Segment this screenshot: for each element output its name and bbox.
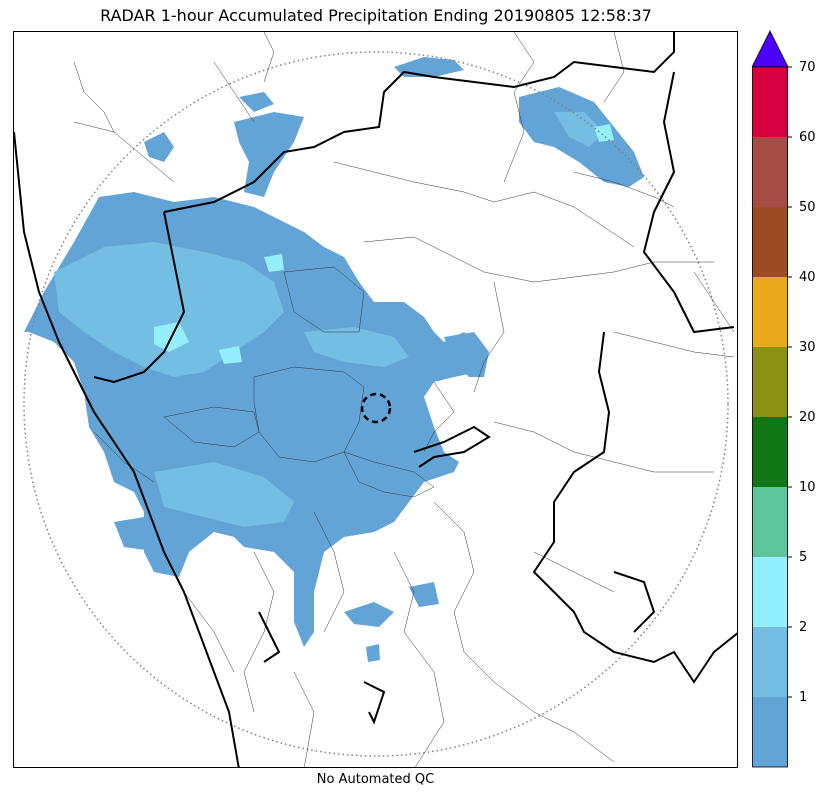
colorbar-bin	[752, 557, 788, 627]
colorbar-tick-label: 2	[799, 620, 808, 635]
boundary-north	[163, 32, 675, 213]
boundary-southeast	[532, 331, 737, 684]
colorbar-bin	[752, 347, 788, 417]
chart-title: RADAR 1-hour Accumulated Precipitation E…	[100, 6, 652, 25]
colorbar: 1 2 5 10 20 30 40 50 60 70	[752, 30, 816, 770]
precip-north-cell	[239, 92, 274, 112]
precip-south-cell-2	[409, 582, 439, 607]
precipitation-layer-medium	[54, 112, 604, 527]
boundary-east	[642, 71, 735, 334]
colorbar-bin	[752, 487, 788, 557]
precip-east-cell	[444, 332, 489, 377]
boundary-tn-inner	[613, 571, 656, 633]
colorbar-tick-label: 70	[799, 60, 816, 75]
radar-map-canvas	[14, 32, 737, 767]
precip-south-cell-1	[344, 602, 394, 627]
precipitation-layer-light	[24, 57, 644, 662]
precip-bright-cell-3	[264, 254, 284, 272]
radar-site-marker	[360, 392, 392, 424]
coastline-west	[14, 131, 240, 767]
precip-west-cell	[114, 517, 164, 552]
colorbar-extend-arrow	[752, 30, 789, 68]
boundary-south-2	[363, 681, 386, 725]
precip-nw-cell	[144, 132, 174, 162]
colorbar-bin	[752, 277, 788, 347]
colorbar-tick-label: 50	[799, 200, 816, 215]
colorbar-canvas	[752, 30, 792, 768]
precip-south-cell-3	[366, 644, 380, 662]
colorbar-bin	[752, 627, 788, 697]
precip-medium-west	[54, 242, 284, 377]
colorbar-tick-label: 60	[799, 130, 816, 145]
colorbar-bin	[752, 67, 788, 137]
colorbar-bin	[752, 697, 788, 767]
precip-bright-cell-4	[594, 124, 614, 142]
precip-top-cell	[394, 57, 464, 77]
precip-medium-south	[154, 462, 294, 527]
boundary-south	[258, 611, 281, 663]
precip-bright-cell-2	[219, 346, 242, 364]
boundary-kerala	[93, 211, 186, 384]
colorbar-tick-label: 40	[799, 270, 816, 285]
colorbar-bin	[752, 207, 788, 277]
state-boundaries	[14, 32, 737, 767]
precip-north-band	[234, 112, 304, 197]
precip-medium-ne	[554, 112, 604, 147]
boundary-center	[413, 425, 491, 468]
colorbar-bin	[752, 417, 788, 487]
radar-range-ring	[23, 51, 729, 757]
qc-note: No Automated QC	[316, 772, 435, 787]
colorbar-tick-label: 5	[799, 550, 808, 565]
colorbar-tick-label: 1	[799, 690, 808, 705]
colorbar-tick-label: 10	[799, 480, 816, 495]
colorbar-frame	[752, 66, 788, 768]
colorbar-bin	[752, 137, 788, 207]
colorbar-tick-label: 30	[799, 340, 816, 355]
district-boundaries	[73, 32, 735, 767]
radar-map[interactable]	[13, 31, 738, 768]
colorbar-tick-label: 20	[799, 410, 816, 425]
precip-medium-center	[304, 327, 409, 367]
